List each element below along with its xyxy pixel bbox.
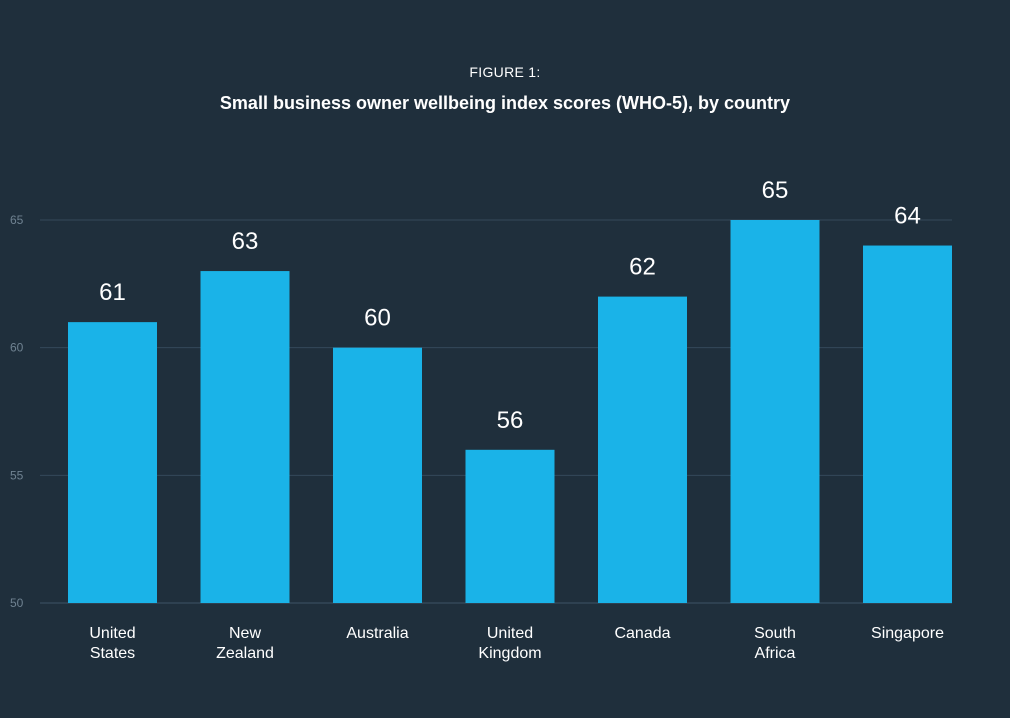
bar — [730, 220, 820, 603]
bar — [68, 322, 157, 603]
bar-value-label: 65 — [762, 177, 789, 204]
bar — [863, 245, 952, 604]
bar — [333, 347, 422, 603]
bar — [465, 449, 555, 603]
chart-title: Small business owner wellbeing index sco… — [219, 93, 791, 113]
bar-value-label: 64 — [894, 203, 921, 230]
figure-label: FIGURE 1: — [469, 64, 541, 80]
x-category-label: Zealand — [216, 645, 274, 662]
x-category-label: South — [754, 625, 796, 642]
bar — [598, 296, 687, 603]
bar-value-label: 56 — [497, 407, 524, 434]
x-category-label: Singapore — [871, 625, 944, 642]
x-category-label: United — [89, 625, 135, 642]
bar-value-label: 63 — [232, 228, 259, 255]
y-tick-label: 55 — [10, 468, 24, 482]
x-category-label: Australia — [346, 625, 408, 642]
x-category-label: Kingdom — [478, 645, 541, 662]
x-category-label: Africa — [755, 645, 796, 662]
bar — [200, 271, 290, 603]
x-category-label: New — [229, 625, 261, 642]
bar-value-label: 62 — [629, 254, 656, 281]
bar-value-label: 60 — [364, 305, 391, 332]
x-category-label: United — [487, 625, 533, 642]
y-tick-label: 65 — [10, 213, 24, 227]
y-tick-label: 60 — [10, 341, 24, 355]
y-tick-label: 50 — [10, 596, 24, 610]
x-category-label: Canada — [614, 625, 670, 642]
bar-value-label: 61 — [99, 279, 126, 306]
x-category-label: States — [90, 645, 135, 662]
